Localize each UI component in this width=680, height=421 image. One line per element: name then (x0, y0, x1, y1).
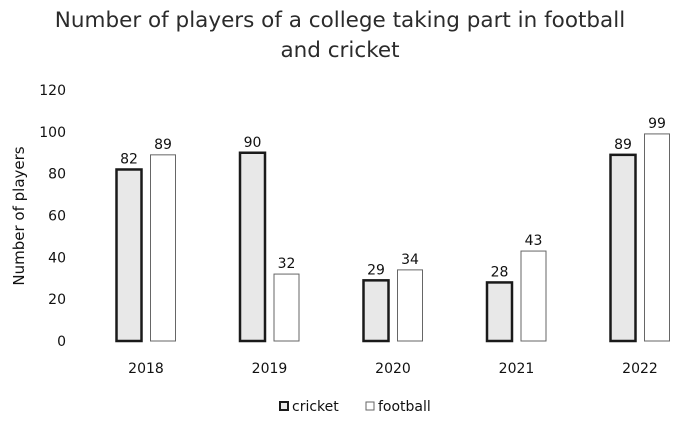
data-label-football-2018: 89 (154, 137, 172, 153)
data-label-football-2020: 34 (401, 252, 419, 268)
bar-cricket-2020 (362, 279, 390, 343)
x-tick-label: 2020 (375, 361, 411, 377)
bar-football-2022 (644, 133, 670, 342)
y-tick-label: 60 (48, 209, 66, 225)
legend: cricket football (279, 399, 431, 415)
data-label-cricket-2019: 90 (244, 135, 262, 151)
y-tick-label: 0 (57, 334, 66, 350)
data-label-cricket-2020: 29 (367, 262, 385, 278)
data-label-cricket-2018: 82 (120, 151, 138, 167)
legend-label-football: football (378, 399, 431, 415)
y-tick-label: 80 (48, 167, 66, 183)
bar-football-2018 (150, 154, 176, 342)
y-tick-label: 40 (48, 250, 66, 266)
y-tick-label: 100 (39, 125, 66, 141)
bar-football-2021 (520, 250, 547, 342)
data-label-cricket-2022: 89 (614, 137, 632, 153)
bar-football-2019 (273, 273, 300, 342)
data-label-cricket-2021: 28 (491, 264, 509, 280)
bar-cricket-2022 (609, 153, 637, 343)
y-tick-label: 120 (39, 83, 66, 99)
bars-group (115, 133, 670, 343)
data-labels-group: 82 89 90 32 29 34 28 43 89 99 (120, 116, 666, 281)
data-label-football-2019: 32 (278, 256, 296, 272)
bar-cricket-2021 (485, 281, 514, 343)
chart-title: Number of players of a college taking pa… (54, 8, 626, 63)
x-tick-label: 2019 (252, 361, 288, 377)
bar-football-2020 (397, 269, 423, 342)
data-label-football-2022: 99 (648, 116, 666, 132)
y-axis-ticks: 0 20 40 60 80 100 120 (39, 83, 66, 350)
legend-swatch-cricket (279, 401, 289, 411)
x-tick-label: 2018 (128, 361, 164, 377)
bar-cricket-2019 (238, 151, 267, 343)
x-tick-label: 2022 (622, 361, 658, 377)
x-axis-ticks: 2018 2019 2020 2021 2022 (128, 361, 658, 377)
legend-swatch-football (365, 401, 375, 411)
x-tick-label: 2021 (499, 361, 535, 377)
data-label-football-2021: 43 (525, 233, 543, 249)
y-tick-label: 20 (48, 292, 66, 308)
bar-cricket-2018 (115, 168, 143, 343)
legend-label-cricket: cricket (292, 399, 339, 415)
y-axis-label: Number of players (10, 146, 28, 285)
